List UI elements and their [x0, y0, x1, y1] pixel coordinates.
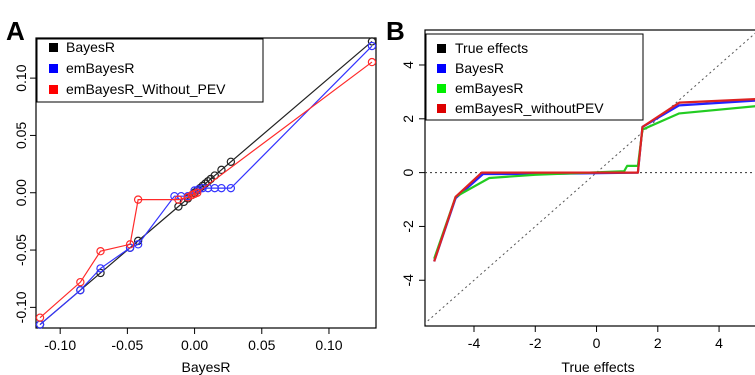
legend-swatch-embayesr-withoutpev: [437, 104, 446, 113]
legend-swatch-bayesr: [437, 64, 446, 73]
panel-a-x-tick-label: -0.05: [111, 337, 143, 353]
panel-a-x-tick-label: -0.10: [44, 337, 76, 353]
panel-a-x-tick-label: 0.10: [315, 337, 342, 353]
legend-label-bayesr: BayesR: [66, 39, 115, 55]
panel-a-data-point: [198, 183, 207, 193]
panel-a-data-point: [76, 277, 85, 287]
legend-label-embayesr: emBayesR: [455, 80, 523, 96]
panel-a-y-tick-label: 0.10: [13, 64, 29, 91]
panel-b-x-axis-title: True effects: [561, 359, 634, 375]
legend-label-true-effects: True effects: [455, 40, 528, 56]
legend-label-embayesr-without-pev: emBayesR_Without_PEV: [66, 81, 226, 97]
panel-a-data-point: [96, 264, 105, 273]
panel-a-y-tick-label: -0.10: [13, 291, 29, 323]
panel-a-data-point: [367, 41, 377, 51]
panel-b-x-tick-label: 0: [593, 335, 601, 351]
panel-a-x-tick-label: 0.00: [181, 337, 208, 353]
panel-a-data-point: [96, 247, 105, 256]
panel-b-x-tick-label: -4: [468, 335, 481, 351]
panel-a-data-point: [217, 183, 226, 193]
panel-b-identity-line: [425, 32, 755, 324]
legend-label-embayesr-withoutpev: emBayesR_withoutPEV: [455, 100, 604, 116]
panel-a-data-point: [226, 183, 236, 193]
panel-b-y-tick-label: 4: [400, 61, 416, 69]
legend-swatch-embayesr: [437, 84, 446, 93]
panel-b-legend: True effects BayesR emBayesR emBayesR_wi…: [425, 33, 644, 121]
legend-swatch-embayesr: [49, 64, 58, 73]
legend-swatch-true-effects: [437, 44, 446, 53]
panel-a-data-point: [125, 240, 135, 249]
panel-a-data-point: [133, 195, 143, 204]
legend-swatch-bayesr: [49, 43, 58, 52]
legend-label-embayesr: emBayesR: [66, 60, 134, 76]
legend-label-bayesr: BayesR: [455, 60, 504, 76]
panel-a-y-tick-label: 0.05: [13, 122, 29, 149]
panel-b-x-tick-label: 2: [654, 335, 662, 351]
panel-b-y-tick-label: -4: [400, 274, 416, 287]
panel-a-data-point: [367, 37, 377, 46]
panel-a-letter: A: [6, 16, 25, 46]
panel-b-series-line-2: [433, 105, 755, 260]
panel-a-data-point: [174, 195, 183, 204]
panel-b-x-tick-label: 4: [715, 335, 723, 351]
panel-a-data-point: [183, 193, 193, 202]
panel-a-x-tick-label: 0.05: [248, 337, 275, 353]
panel-a-data-point: [133, 240, 143, 249]
panel-a-series-2: [35, 57, 377, 322]
panel-b-y-tick-label: 0: [400, 169, 416, 177]
panel-a-legend: BayesR emBayesR emBayesR_Without_PEV: [36, 38, 264, 103]
panel-b-letter: B: [386, 16, 405, 46]
panel-a-legend-box: [36, 38, 264, 103]
panel-a-data-point: [35, 313, 45, 322]
panel-a-data-point: [193, 188, 202, 197]
panel-b-series-line-3: [433, 97, 755, 262]
panel-b-y-tick-label: 2: [400, 115, 416, 123]
panel-a-x-axis-title: BayesR: [181, 359, 230, 375]
panel-a-data-point: [76, 285, 85, 295]
panel-b: B -4 -2 0 2 4 -4 -2 0 2 4 True effects True effe…: [386, 16, 755, 375]
panel-b-x-tick-label: -2: [529, 335, 542, 351]
panel-b-legend-box: [425, 33, 644, 121]
panel-a-y-tick-label: 0.00: [13, 179, 29, 206]
panel-b-y-tick-label: -2: [400, 220, 416, 233]
legend-swatch-embayesr-without-pev: [49, 85, 58, 94]
panel-a-data-point: [367, 57, 377, 67]
panel-a: A -0.10 -0.05 0.00 0.05 0.10 -0.10 -0.05 0.00 0…: [6, 16, 377, 375]
panel-a-data-point: [217, 165, 226, 175]
panel-a-data-point: [226, 157, 236, 166]
panel-a-y-tick-label: -0.05: [13, 234, 29, 266]
